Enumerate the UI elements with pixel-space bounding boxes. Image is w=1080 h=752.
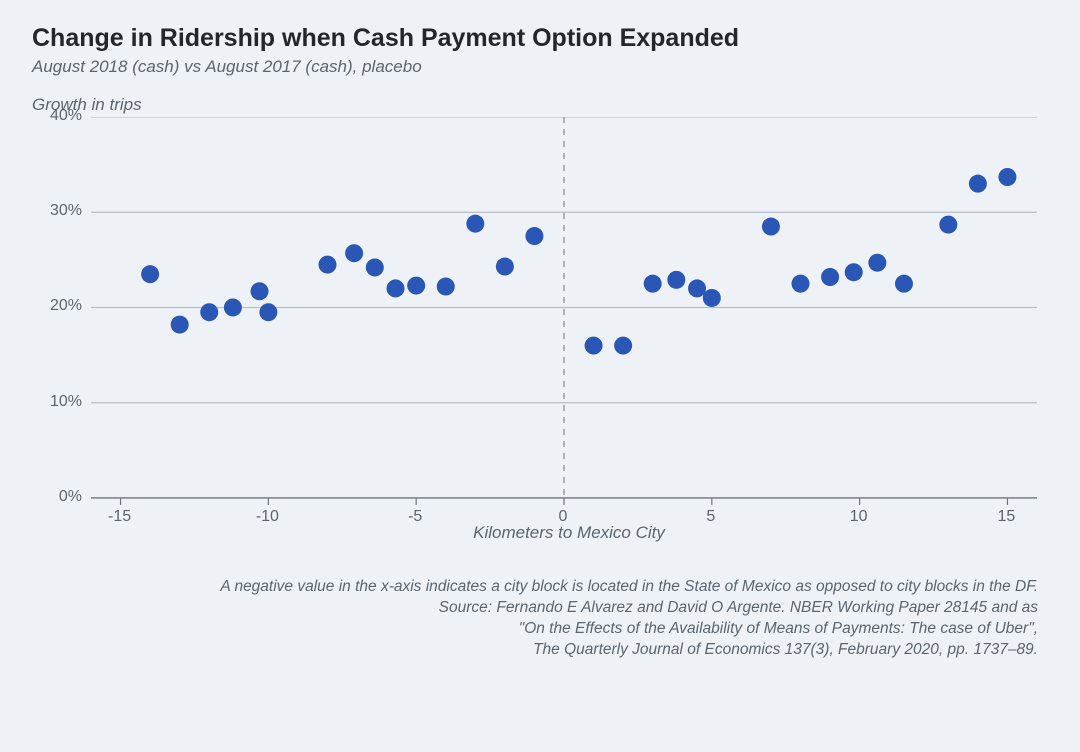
x-tick-label: -5 <box>390 508 440 526</box>
data-point <box>141 265 159 283</box>
data-point <box>845 263 863 281</box>
footnotes: A negative value in the x-axis indicates… <box>32 577 1048 661</box>
data-point <box>259 303 277 321</box>
data-point <box>895 275 913 293</box>
x-tick-label: -15 <box>95 508 145 526</box>
data-point <box>939 216 957 234</box>
footnote-line: The Quarterly Journal of Economics 137(3… <box>32 640 1038 661</box>
data-point <box>868 254 886 272</box>
data-point <box>251 282 269 300</box>
data-point <box>762 218 780 236</box>
data-point <box>585 337 603 355</box>
data-point <box>821 268 839 286</box>
x-tick-label: 10 <box>834 508 884 526</box>
y-tick-label: 10% <box>32 393 82 411</box>
x-tick-label: 5 <box>686 508 736 526</box>
data-point <box>703 289 721 307</box>
data-point <box>525 227 543 245</box>
data-point <box>667 271 685 289</box>
footnote-line: A negative value in the x-axis indicates… <box>32 577 1038 598</box>
chart-subtitle: August 2018 (cash) vs August 2017 (cash)… <box>32 57 1048 77</box>
data-point <box>688 279 706 297</box>
plot-area: 0%10%20%30%40% -15-10-5051015 <box>90 117 1038 517</box>
x-tick-label: 0 <box>538 508 588 526</box>
data-point <box>171 316 189 334</box>
y-tick-label: 40% <box>32 107 82 125</box>
data-point <box>437 278 455 296</box>
data-point <box>792 275 810 293</box>
data-point <box>998 168 1016 186</box>
data-point <box>386 279 404 297</box>
y-tick-label: 0% <box>32 488 82 506</box>
data-point <box>644 275 662 293</box>
data-point <box>200 303 218 321</box>
x-tick-label: -10 <box>242 508 292 526</box>
x-tick-label: 15 <box>981 508 1031 526</box>
chart-title: Change in Ridership when Cash Payment Op… <box>32 24 1048 53</box>
data-point <box>345 244 363 262</box>
y-tick-label: 20% <box>32 297 82 315</box>
scatter-plot-svg <box>90 117 1038 517</box>
figure-container: Change in Ridership when Cash Payment Op… <box>0 0 1080 752</box>
data-point <box>496 258 514 276</box>
footnote-line: "On the Effects of the Availability of M… <box>32 619 1038 640</box>
data-point <box>969 175 987 193</box>
data-point <box>614 337 632 355</box>
data-point <box>407 277 425 295</box>
x-axis-title: Kilometers to Mexico City <box>90 523 1048 543</box>
footnote-line: Source: Fernando E Alvarez and David O A… <box>32 598 1038 619</box>
data-point <box>466 215 484 233</box>
data-point <box>366 258 384 276</box>
y-tick-label: 30% <box>32 202 82 220</box>
data-point <box>224 298 242 316</box>
y-axis-title: Growth in trips <box>32 95 1048 115</box>
data-point <box>319 256 337 274</box>
